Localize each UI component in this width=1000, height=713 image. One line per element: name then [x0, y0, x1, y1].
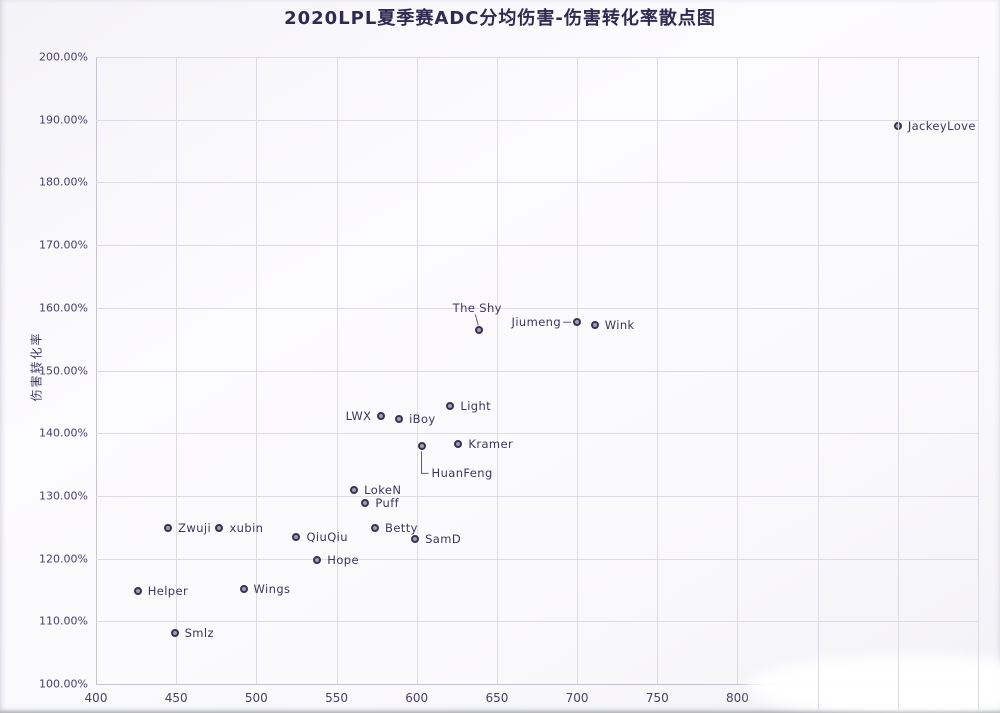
- data-point-label: Helper: [147, 583, 189, 598]
- x-tick-label: 600: [405, 691, 429, 705]
- data-point-dot: [133, 586, 142, 595]
- chart-title: 2020LPL夏季赛ADC分均伤害-伤害转化率散点图: [284, 8, 716, 29]
- gridline-y: [96, 559, 978, 560]
- x-tick-label: 500: [244, 691, 268, 705]
- data-point-label: Smlz: [184, 626, 214, 641]
- y-tick-label: 130.00%: [39, 489, 88, 503]
- gridline-y: [96, 182, 978, 183]
- y-tick-label: 160.00%: [39, 301, 88, 315]
- gridline-x: [417, 57, 418, 684]
- data-point-dot: [215, 523, 224, 532]
- data-point-label: Light: [460, 398, 492, 413]
- gridline-y: [96, 245, 978, 246]
- data-point-label: QiuQiu: [306, 530, 348, 545]
- data-point-label: Wink: [604, 318, 635, 333]
- data-point-label: Puff: [375, 496, 400, 511]
- x-tick-label: 750: [645, 691, 669, 705]
- y-tick-label: 180.00%: [39, 175, 88, 189]
- data-point-dot: [170, 629, 179, 638]
- gridline-y: [96, 371, 978, 372]
- data-point-dot: [454, 440, 463, 449]
- data-point-label: Kramer: [468, 437, 514, 452]
- data-point-label: iBoy: [409, 411, 436, 426]
- x-tick-label: 400: [84, 691, 108, 705]
- y-tick-label: 190.00%: [39, 113, 88, 127]
- data-point-dot: [590, 321, 599, 330]
- gridline-y: [96, 433, 978, 434]
- data-point-dot: [361, 499, 370, 508]
- gridline-x: [497, 57, 498, 684]
- gridline-y: [96, 308, 978, 309]
- gridline-y: [96, 120, 978, 121]
- gridline-x: [577, 57, 578, 684]
- data-point-dot: [446, 401, 455, 410]
- gridline-y: [96, 57, 978, 58]
- data-point-dot: [292, 533, 301, 542]
- data-point-dot: [313, 555, 322, 564]
- data-point-dot: [893, 121, 902, 130]
- gridline-x: [978, 57, 979, 710]
- image-bottom-edge: [0, 709, 1000, 713]
- data-point-label: JackeyLove: [907, 118, 976, 133]
- data-point-dot: [475, 326, 484, 335]
- gridline-x: [818, 57, 819, 710]
- y-tick-label: 100.00%: [39, 677, 88, 691]
- data-point-dot: [371, 523, 380, 532]
- gridline-x: [176, 57, 177, 684]
- data-point-label: LWX: [345, 408, 372, 423]
- y-tick-label: 150.00%: [39, 364, 88, 377]
- y-tick-label: 170.00%: [39, 238, 88, 252]
- x-tick-label: 700: [565, 691, 589, 705]
- data-point-label: Jiumeng: [511, 315, 562, 330]
- data-point-label: The Shy: [452, 301, 502, 316]
- data-point-label: Wings: [253, 582, 291, 597]
- gridline-x: [337, 57, 338, 684]
- data-point-label: HuanFeng: [431, 466, 493, 481]
- watermark-blur: [748, 655, 1000, 713]
- y-tick-label: 200.00%: [39, 50, 88, 64]
- data-point-dot: [573, 318, 582, 327]
- data-point-label: xubin: [229, 520, 264, 535]
- gridline-y: [96, 496, 978, 497]
- y-tick-label: 120.00%: [39, 552, 88, 566]
- gridline-x: [657, 57, 658, 684]
- data-point-dot: [417, 442, 426, 451]
- x-tick-label: 650: [485, 691, 509, 705]
- data-point-dot: [350, 486, 359, 495]
- y-tick-label: 140.00%: [39, 426, 88, 440]
- x-tick-label: 800: [726, 691, 749, 705]
- x-tick-label: 450: [164, 691, 188, 705]
- data-point-dot: [411, 534, 420, 543]
- data-point-dot: [239, 585, 248, 594]
- data-point-label: Betty: [385, 520, 418, 535]
- data-point-label: Hope: [327, 552, 359, 567]
- data-point-dot: [395, 414, 404, 423]
- data-point-label: LokeN: [364, 483, 402, 498]
- data-point-dot: [164, 523, 173, 532]
- gridline-y: [96, 621, 978, 622]
- data-point-label: SamD: [425, 531, 462, 546]
- gridline-x: [256, 57, 257, 684]
- gridline-x: [737, 57, 738, 684]
- x-tick-label: 550: [325, 691, 348, 705]
- data-point-label: Zwuji: [178, 520, 212, 535]
- y-tick-label: 110.00%: [39, 614, 88, 628]
- data-point-dot: [377, 411, 386, 420]
- gridline-x: [898, 57, 899, 710]
